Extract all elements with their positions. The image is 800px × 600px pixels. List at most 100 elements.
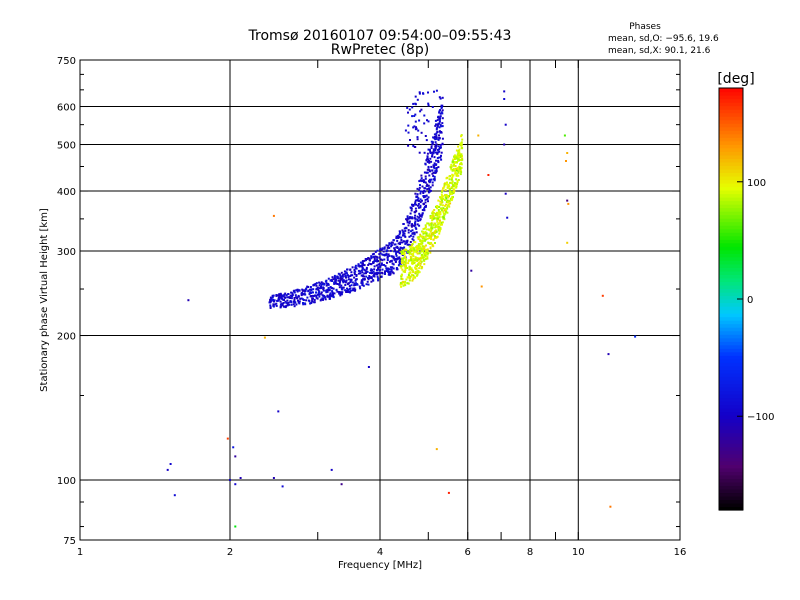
data-point [433, 90, 435, 93]
x-tick-label: 4 [377, 547, 383, 558]
data-point [363, 278, 366, 281]
stats-line-x: mean, sd,X: 90.1, 21.6 [608, 46, 711, 56]
colorbar-segment [719, 242, 743, 247]
data-point [333, 281, 336, 284]
data-point [435, 225, 438, 228]
data-point [427, 222, 430, 225]
data-point [424, 238, 427, 241]
data-point [430, 160, 433, 163]
data-point [415, 127, 418, 130]
data-point [325, 289, 328, 292]
data-point [419, 247, 422, 250]
data-point [419, 110, 422, 113]
data-point [408, 275, 411, 278]
data-point [296, 297, 299, 300]
x-tick-label: 6 [465, 547, 471, 558]
colorbar-segment [719, 348, 743, 353]
data-point [352, 287, 355, 290]
data-point [314, 294, 317, 297]
data-point [434, 141, 437, 144]
data-point [444, 204, 446, 207]
data-point [449, 190, 452, 193]
data-point [300, 297, 303, 300]
data-point [416, 269, 419, 272]
data-point [480, 285, 483, 288]
data-point [417, 249, 420, 252]
data-point [437, 115, 440, 118]
data-point [418, 91, 421, 94]
data-point [435, 132, 438, 135]
data-point [436, 220, 439, 223]
data-point [426, 184, 429, 187]
data-point [404, 229, 407, 232]
data-point [377, 263, 380, 266]
data-point [399, 282, 402, 284]
data-point [280, 297, 283, 300]
data-point [447, 183, 450, 186]
data-point [426, 168, 429, 171]
data-point [405, 258, 408, 261]
data-point [320, 283, 323, 286]
data-point [409, 259, 412, 262]
data-point [335, 282, 338, 285]
data-point [414, 217, 417, 220]
data-point [384, 273, 386, 275]
data-point [447, 491, 450, 494]
colorbar-segment [719, 151, 743, 156]
data-point [634, 335, 637, 338]
data-point [438, 118, 441, 121]
data-point [406, 276, 409, 279]
data-point [402, 230, 405, 233]
data-point [395, 250, 398, 253]
data-point [437, 225, 440, 228]
data-point [374, 259, 377, 262]
data-point [351, 266, 354, 269]
data-point [408, 245, 411, 248]
data-point [438, 228, 441, 231]
data-point [438, 134, 440, 137]
data-point [461, 155, 463, 157]
data-point [487, 174, 490, 176]
data-point [440, 151, 443, 154]
data-point [351, 281, 354, 284]
colorbar-segment [719, 218, 743, 223]
data-point [411, 229, 414, 232]
data-point [403, 227, 406, 230]
data-point [457, 168, 460, 171]
data-point [424, 226, 427, 228]
data-point [313, 299, 316, 301]
data-point [398, 248, 401, 251]
data-point [437, 159, 440, 162]
data-point [340, 271, 343, 274]
colorbar-segment [719, 119, 743, 124]
data-point [333, 277, 336, 280]
data-point [433, 222, 436, 225]
data-point [373, 265, 376, 268]
data-point [421, 253, 423, 256]
data-point [447, 195, 449, 198]
data-point [415, 126, 417, 129]
colorbar-segment [719, 330, 743, 335]
data-point [331, 290, 334, 293]
data-point [291, 293, 294, 296]
data-point [451, 180, 454, 183]
data-point [448, 175, 451, 178]
data-point [410, 267, 413, 270]
data-point [422, 179, 425, 182]
data-point [439, 143, 442, 146]
data-point [432, 136, 435, 139]
data-point [322, 294, 324, 297]
data-point [169, 463, 172, 465]
data-point [418, 252, 421, 255]
data-point [454, 161, 457, 164]
data-point [454, 165, 457, 167]
data-point [409, 276, 412, 279]
colorbar-segment [719, 154, 743, 159]
data-point [442, 216, 445, 219]
colorbar-segment [719, 495, 743, 501]
data-point [441, 112, 444, 115]
data-point [328, 295, 331, 298]
colorbar-segment [719, 246, 743, 251]
data-point [425, 249, 428, 252]
data-point [400, 285, 403, 288]
